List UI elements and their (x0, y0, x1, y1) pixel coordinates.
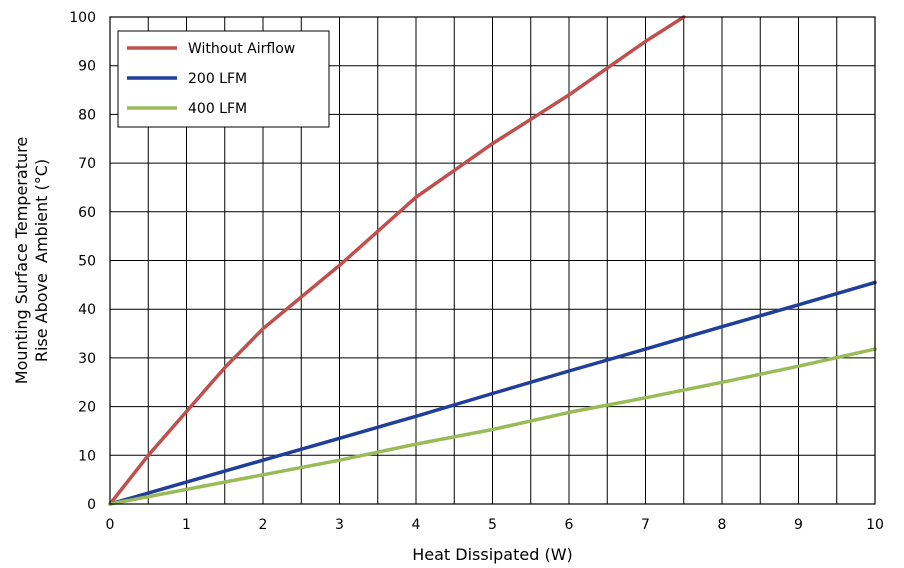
y-tick-label: 30 (78, 351, 96, 367)
y-tick-label: 70 (78, 156, 96, 172)
y-tick-label: 80 (78, 107, 96, 123)
x-tick-label: 10 (866, 517, 884, 533)
series-line-1 (108, 15, 686, 506)
legend: Without Airflow 200 LFM 400 LFM (117, 30, 330, 128)
plot-frame (109, 16, 876, 505)
y-tick-label: 90 (78, 59, 96, 75)
legend-label-2: 200 LFM (188, 71, 247, 87)
x-tick-label: 6 (565, 517, 574, 533)
series-line-3 (108, 347, 877, 506)
y-tick-label: 50 (78, 254, 96, 270)
y-tick-label: 10 (78, 448, 96, 464)
y-tick-label: 60 (78, 205, 96, 221)
x-tick-label: 5 (488, 517, 497, 533)
series-lines (108, 15, 877, 506)
legend-label-1: Without Airflow (188, 41, 295, 57)
y-tick-label: 20 (78, 400, 96, 416)
x-tick-label: 2 (259, 517, 268, 533)
x-tick-label: 7 (641, 517, 650, 533)
legend-label-3: 400 LFM (188, 101, 247, 117)
x-tick-labels: 0 1 2 3 4 5 6 7 8 9 10 (106, 517, 884, 533)
y-axis-label: Mounting Surface Temperature Rise Above … (12, 137, 51, 384)
x-tick-label: 9 (794, 517, 803, 533)
x-tick-label: 8 (718, 517, 727, 533)
x-tick-label: 3 (335, 517, 344, 533)
x-axis-label: Heat Dissipated (W) (412, 545, 573, 564)
x-tick-label: 0 (106, 517, 115, 533)
x-tick-label: 1 (182, 517, 191, 533)
y-tick-labels: 0 10 20 30 40 50 60 70 80 90 100 (69, 10, 96, 513)
y-tick-label: 40 (78, 302, 96, 318)
y-tick-label: 0 (87, 497, 96, 513)
series-line-2 (108, 280, 877, 506)
y-axis-label-line-1: Mounting Surface Temperature (12, 137, 31, 384)
y-tick-label: 100 (69, 10, 96, 26)
x-tick-label: 4 (412, 517, 421, 533)
y-axis-label-line-2: Rise Above Ambient (°C) (32, 159, 51, 362)
